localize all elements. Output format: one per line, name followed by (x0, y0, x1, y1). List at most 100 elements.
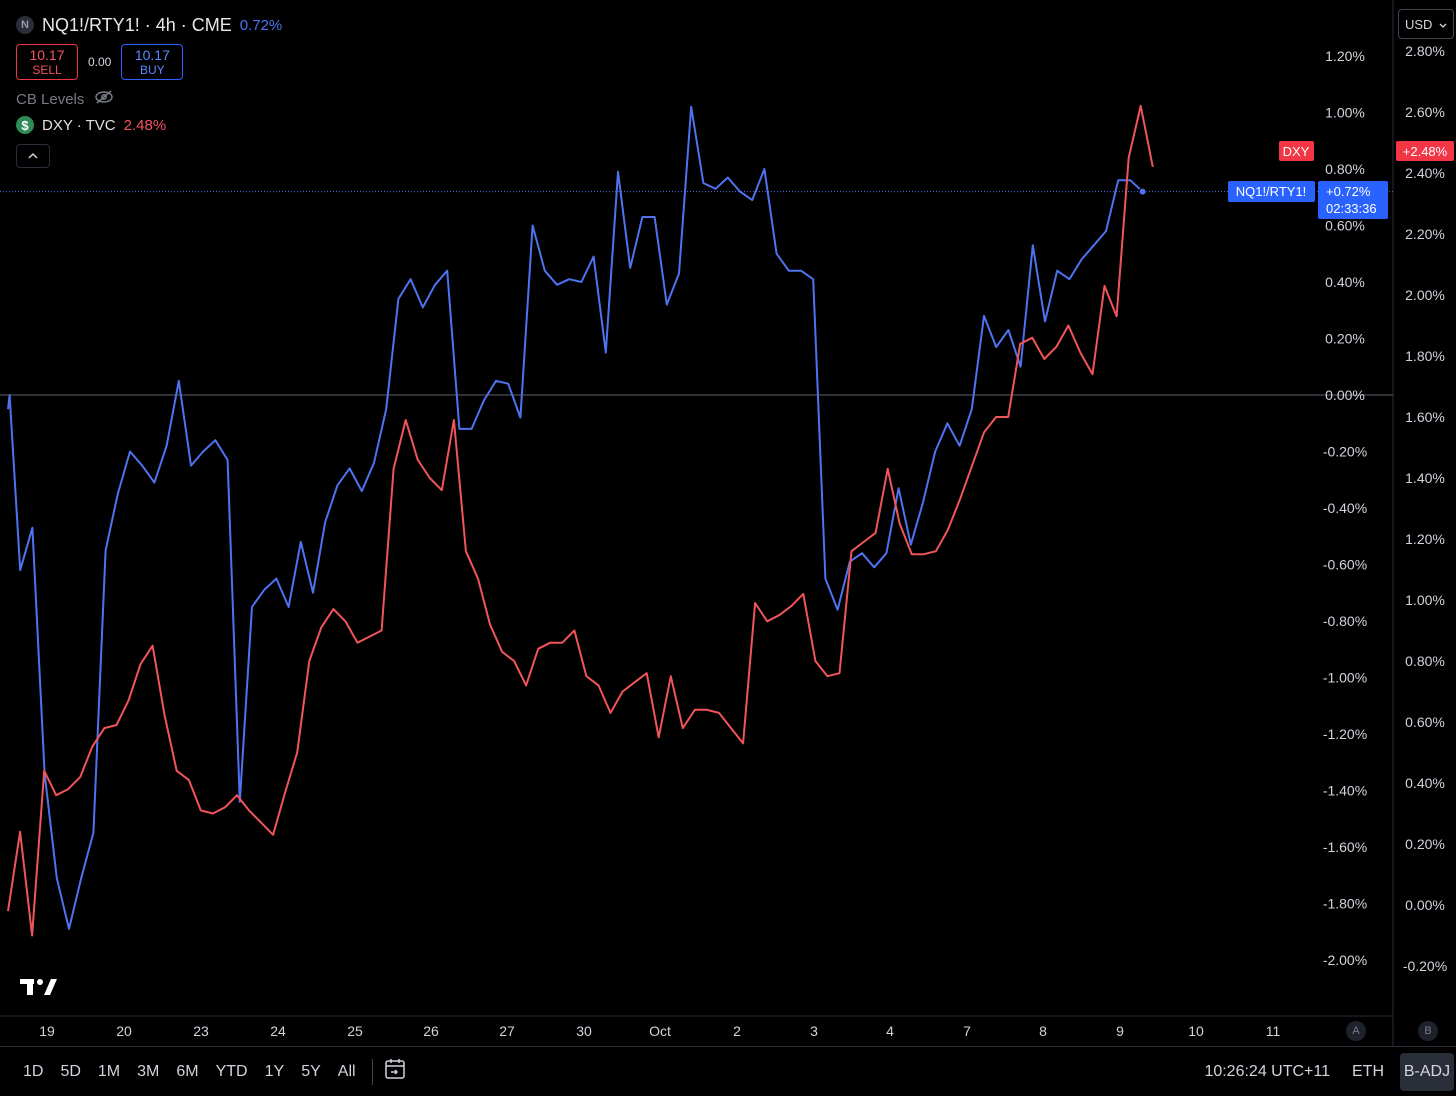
right-axis-tick-label: 2.80% (1405, 43, 1445, 59)
compare-symbol-row[interactable]: $ DXY · TVC 2.48% (16, 116, 282, 134)
x-axis-tick-label: 25 (347, 1023, 363, 1039)
range-button-1m[interactable]: 1M (97, 1062, 121, 1080)
range-button-3m[interactable]: 3M (137, 1062, 160, 1080)
right-axis-tick-label: 1.20% (1405, 531, 1445, 547)
right-axis-tick-label: 2.00% (1405, 287, 1445, 303)
left-axis-tick-label: -1.60% (1323, 839, 1367, 855)
right-axis-tick-label: 0.20% (1405, 836, 1445, 852)
spread-value: 0.00 (88, 55, 112, 69)
x-axis-tick-label: 8 (1039, 1023, 1047, 1039)
dxy-value-tag: +2.48% (1403, 144, 1448, 159)
series-line-dxy[interactable] (7, 104, 1154, 937)
right-axis-tick-label: 1.00% (1405, 592, 1445, 608)
buy-button[interactable]: 10.17 BUY (121, 44, 184, 80)
x-axis-tick-label: 9 (1116, 1023, 1124, 1039)
x-axis-tick-label: 3 (810, 1023, 818, 1039)
eye-hidden-icon[interactable] (94, 90, 114, 108)
x-axis-tick-label: 20 (116, 1023, 132, 1039)
compare-symbol-name: DXY · TVC (42, 116, 116, 134)
bottom-toolbar: 1D 5D 1M 3M 6M YTD 1Y 5Y All 10:26:24 UTC+11 ETH… (0, 1046, 1456, 1096)
compare-symbol-change: 2.48% (123, 116, 167, 134)
range-button-1d[interactable]: 1D (23, 1062, 44, 1080)
x-axis-tick-label: 23 (193, 1023, 209, 1039)
left-axis-tick-label: -1.40% (1323, 783, 1367, 799)
right-axis-tick-label: 0.80% (1405, 653, 1445, 669)
left-axis-tick-label: 0.20% (1325, 331, 1365, 347)
left-axis-tick-label: -1.00% (1323, 670, 1367, 686)
x-axis-tick-label: 4 (886, 1023, 894, 1039)
nq-tag-bg (1228, 181, 1315, 202)
x-axis-tick-label: 10 (1188, 1023, 1204, 1039)
left-axis-tick-label: -2.00% (1323, 952, 1367, 968)
buy-price: 10.17 (134, 47, 170, 63)
chart-canvas[interactable]: 1.20% 1.00% 0.80% 0.60% 0.40% 0.20% 0.00% -0.20… (0, 0, 1456, 1046)
chevron-down-icon (1439, 17, 1447, 32)
toolbar-divider (371, 1058, 373, 1085)
sell-label: SELL (32, 63, 62, 77)
chevron-up-icon (27, 149, 39, 163)
clock-timezone[interactable]: 10:26:24 UTC+11 (1204, 1062, 1330, 1080)
x-axis-tick-label: 19 (39, 1023, 55, 1039)
right-axis-tick-label: 1.40% (1405, 470, 1445, 486)
log-scale-button[interactable]: B (1418, 1021, 1438, 1041)
last-price-dot (1138, 187, 1147, 196)
left-axis-tick-label: 1.00% (1325, 105, 1365, 121)
auto-scale-button[interactable]: A (1346, 1021, 1366, 1041)
left-axis-tick-label: 0.40% (1325, 274, 1365, 290)
nq-value-tag-bg (1318, 181, 1388, 219)
x-axis-tick-label: 30 (576, 1023, 592, 1039)
currency-selector[interactable]: USD (1398, 9, 1454, 39)
x-axis-tick-label: 11 (1266, 1023, 1281, 1039)
go-to-date-icon[interactable] (383, 1058, 407, 1085)
left-axis-tick-label: -1.80% (1323, 896, 1367, 912)
right-axis-tick-label: 1.80% (1405, 348, 1445, 364)
chart-legend: N NQ1!/RTY1! · 4h · CME 0.72% 10.17 SELL… (16, 12, 282, 168)
x-axis-tick-label: 2 (733, 1023, 741, 1039)
range-button-all[interactable]: All (337, 1062, 356, 1080)
x-axis-tick-label: 27 (499, 1023, 515, 1039)
nq-tag: NQ1!/RTY1! (1236, 184, 1307, 199)
symbol-change: 0.72% (239, 16, 283, 34)
legend-title-row: N NQ1!/RTY1! · 4h · CME 0.72% (16, 12, 282, 38)
left-axis-tick-label: -0.60% (1323, 557, 1367, 573)
nq-countdown: 02:33:36 (1326, 201, 1377, 216)
cb-levels-row[interactable]: CB Levels (16, 90, 282, 108)
currency-label: USD (1405, 16, 1433, 32)
sell-button[interactable]: 10.17 SELL (16, 44, 78, 80)
session-toggle[interactable]: ETH (1352, 1062, 1384, 1080)
left-axis-tick-label: -0.80% (1323, 613, 1367, 629)
trade-panel: 10.17 SELL 0.00 10.17 BUY (16, 44, 282, 80)
x-axis-tick-label: 24 (270, 1023, 286, 1039)
range-button-1y[interactable]: 1Y (264, 1062, 285, 1080)
date-range-buttons: 1D 5D 1M 3M 6M YTD 1Y 5Y All (14, 1063, 364, 1081)
x-axis-tick-label: 7 (963, 1023, 971, 1039)
range-button-5y[interactable]: 5Y (301, 1062, 321, 1080)
right-axis-tick-label: -0.20% (1403, 958, 1447, 974)
left-axis-tick-label: 0.60% (1325, 218, 1365, 234)
dxy-tag-bg (1279, 141, 1314, 161)
dollar-icon: $ (16, 116, 34, 134)
range-button-ytd[interactable]: YTD (215, 1062, 248, 1080)
right-axis-tick-label: 2.20% (1405, 226, 1445, 242)
buy-label: BUY (140, 63, 165, 77)
right-axis-tick-label: 0.00% (1405, 897, 1445, 913)
left-axis-tick-label: -1.20% (1323, 726, 1367, 742)
x-axis-tick-label: Oct (649, 1023, 671, 1039)
left-axis-tick-label: -0.40% (1323, 500, 1367, 516)
tradingview-logo-icon[interactable] (20, 976, 58, 1004)
left-axis-tick-label: 0.00% (1325, 387, 1365, 403)
range-button-6m[interactable]: 6M (176, 1062, 199, 1080)
nq-value-tag: +0.72% (1326, 184, 1371, 199)
range-button-5d[interactable]: 5D (60, 1062, 81, 1080)
back-adjust-button[interactable]: B-ADJ (1400, 1052, 1454, 1091)
right-axis-tick-label: 0.60% (1405, 714, 1445, 730)
collapse-legend-button[interactable] (16, 144, 50, 168)
series-line-nq-rty[interactable] (7, 105, 1144, 930)
symbol-title[interactable]: NQ1!/RTY1! · 4h · CME (42, 14, 232, 35)
right-axis-tick-label: 1.60% (1405, 409, 1445, 425)
left-axis-tick-label: 0.80% (1325, 161, 1365, 177)
sell-price: 10.17 (29, 47, 65, 63)
right-axis-tick-label: 2.60% (1405, 104, 1445, 120)
left-axis-tick-label: 1.20% (1325, 48, 1365, 64)
status-area: 10:26:24 UTC+11 ETH B-ADJ (1204, 1047, 1456, 1096)
